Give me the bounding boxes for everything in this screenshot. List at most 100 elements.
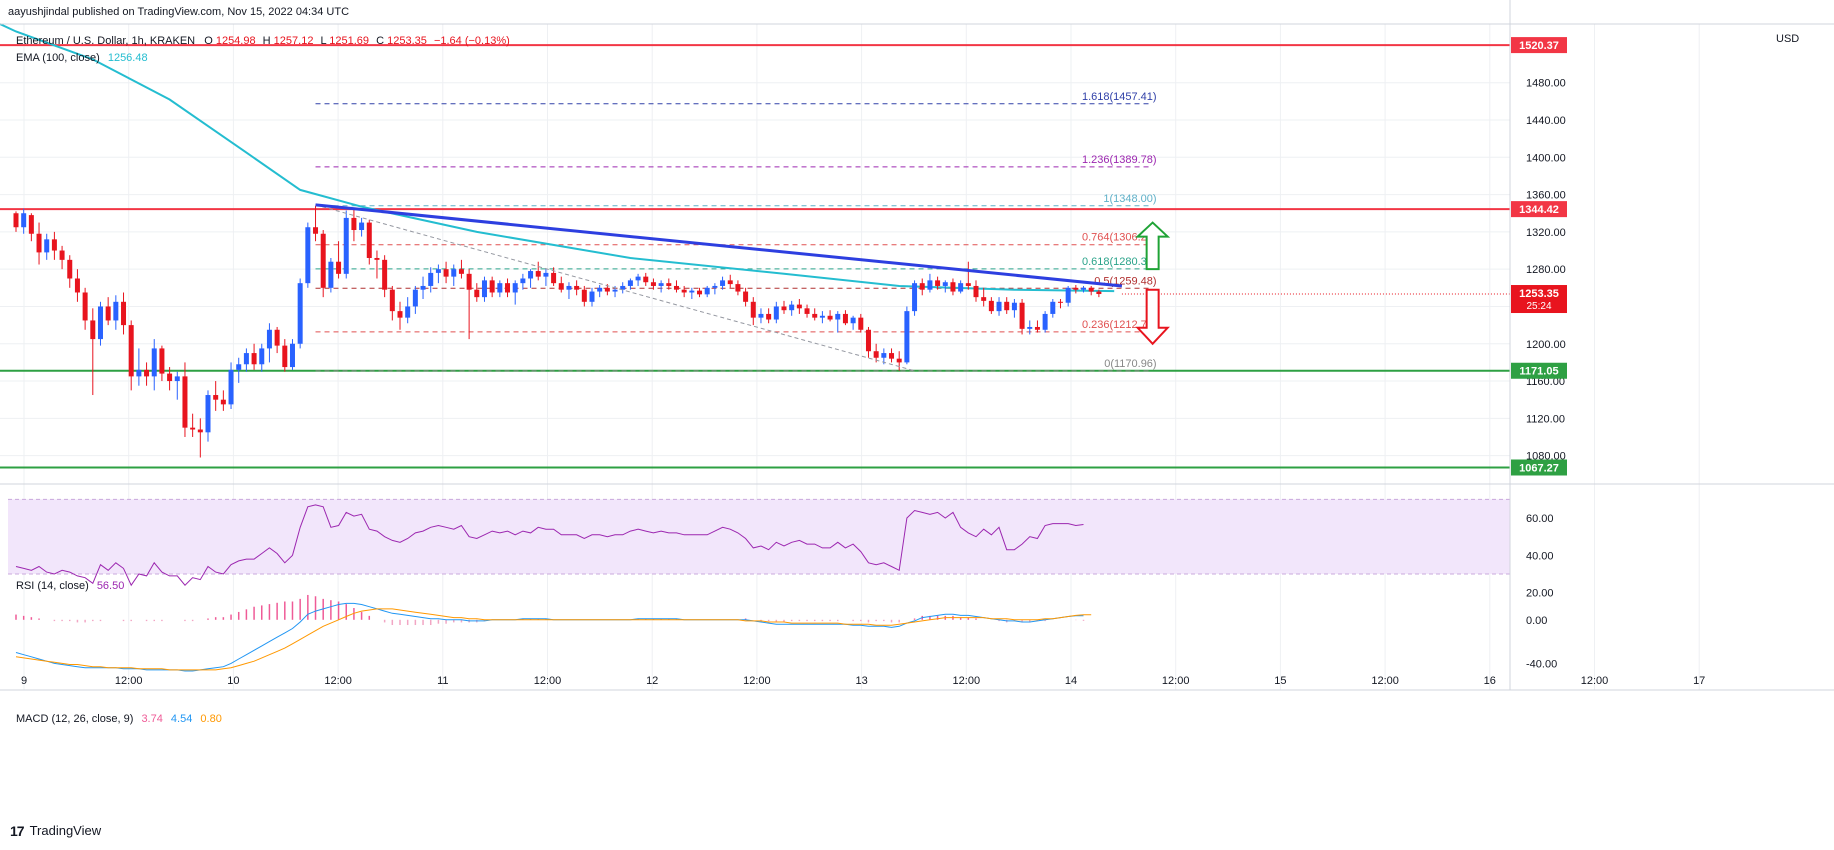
y-tick-label: 1480.00	[1526, 78, 1566, 90]
candle-body	[520, 278, 526, 284]
candle-body	[512, 283, 518, 293]
candle-body	[466, 273, 472, 290]
candle-body	[21, 213, 27, 228]
candle-body	[305, 227, 311, 284]
tradingview-logo[interactable]: 17 TradingView	[10, 823, 101, 839]
candle-body	[912, 283, 918, 312]
rsi-legend-value: 56.50	[97, 580, 125, 592]
candle-body	[942, 282, 948, 286]
candle-body	[144, 369, 150, 377]
candle-body	[359, 222, 365, 231]
axis-layer: 9 12:00 10 12:00 11 12:00 12 12:00 13 12:00 14 12:0…	[0, 0, 1834, 691]
candle-body	[735, 284, 741, 292]
candle-body	[1042, 313, 1048, 330]
candle-body	[904, 311, 910, 363]
candle-body	[950, 282, 956, 292]
fib-label: 0.764(1306.22)	[1082, 232, 1157, 244]
ohlc-h-value: 1257.12	[274, 35, 314, 47]
candle-body	[167, 373, 173, 382]
fib-label: 1(1348.00)	[1103, 193, 1156, 205]
candle-body	[481, 280, 487, 298]
candle-body	[1065, 287, 1071, 303]
candle-body	[727, 280, 733, 285]
candle-body	[773, 306, 779, 320]
candle-body	[28, 215, 34, 234]
candle-body	[97, 306, 103, 340]
candle-body	[881, 353, 887, 358]
rsi-band	[8, 499, 1510, 574]
candle-body	[543, 272, 549, 277]
candle-body	[405, 306, 411, 318]
countdown-label: 25:24	[1526, 301, 1551, 312]
candle-body	[597, 287, 603, 292]
candle-body	[581, 289, 587, 302]
level-badge-label: 1520.37	[1519, 40, 1559, 52]
y-tick-label: 1320.00	[1526, 227, 1566, 239]
candle-body	[1027, 326, 1033, 329]
candle-body	[236, 364, 242, 370]
candle-body	[220, 399, 226, 405]
candle-body	[842, 313, 848, 324]
candle-body	[428, 272, 434, 286]
candle-body	[82, 292, 88, 321]
ohlc-c-label: C	[376, 35, 384, 47]
candle-body	[489, 280, 495, 293]
level-badge-label: 1171.05	[1519, 366, 1558, 378]
level-badge	[1511, 37, 1567, 54]
candle-body	[796, 304, 802, 309]
candle-body	[566, 285, 572, 290]
x-tick-label: 12:00	[1581, 675, 1609, 687]
candle-body	[113, 301, 119, 321]
candle-body	[397, 311, 403, 318]
candle-body	[205, 395, 211, 433]
x-tick-label: 12:00	[743, 675, 771, 687]
candle-body	[819, 315, 825, 318]
candle-body	[612, 289, 618, 292]
tradingview-brand: TradingView	[29, 823, 102, 838]
candle-body	[343, 217, 349, 274]
candle-body	[758, 313, 764, 318]
ema-layer	[0, 23, 1115, 293]
candle-body	[935, 280, 941, 286]
candle-body	[266, 329, 272, 349]
candle-body	[804, 308, 810, 314]
candle-body	[627, 280, 633, 286]
candle-body	[182, 376, 188, 428]
rsi-tick-label: 20.00	[1526, 588, 1554, 600]
candle-body	[174, 376, 180, 382]
candle-body	[981, 297, 987, 301]
candle-body	[574, 285, 580, 290]
candle-body	[896, 358, 902, 363]
grid-layer	[0, 24, 1700, 690]
candle-body	[589, 291, 595, 302]
ema-legend-label: EMA (100, close)	[16, 52, 100, 64]
candle-body	[1081, 287, 1087, 290]
x-tick-label: 12:00	[953, 675, 981, 687]
candle-body	[451, 269, 457, 277]
x-tick-label: 14	[1065, 675, 1077, 687]
candle-body	[136, 369, 142, 377]
candle-body	[712, 285, 718, 288]
x-tick-label: 12:00	[324, 675, 352, 687]
bottom-bar: 17 TradingView	[0, 816, 1834, 845]
x-tick-label: 15	[1274, 675, 1286, 687]
candle-body	[328, 261, 334, 288]
candle-body	[90, 320, 96, 340]
rsi-layer	[8, 498, 1510, 587]
candle-body	[382, 259, 388, 290]
candle-body	[812, 313, 818, 318]
candle-body	[1088, 287, 1094, 292]
y-tick-label: 1120.00	[1526, 413, 1565, 425]
fib-label: 1.618(1457.41)	[1082, 91, 1157, 103]
rsi-line	[15, 504, 1084, 587]
y-tick-label: 1160.00	[1526, 376, 1565, 388]
level-badge	[1511, 362, 1567, 379]
ohlc-o-value: 1254.98	[216, 35, 256, 47]
y-tick-label: 1200.00	[1526, 339, 1566, 351]
rsi-legend: RSI (14, close) 56.50	[16, 580, 124, 592]
candle-body	[374, 257, 380, 260]
candle-body	[743, 291, 749, 302]
macd-legend-macd: 4.54	[171, 713, 192, 725]
